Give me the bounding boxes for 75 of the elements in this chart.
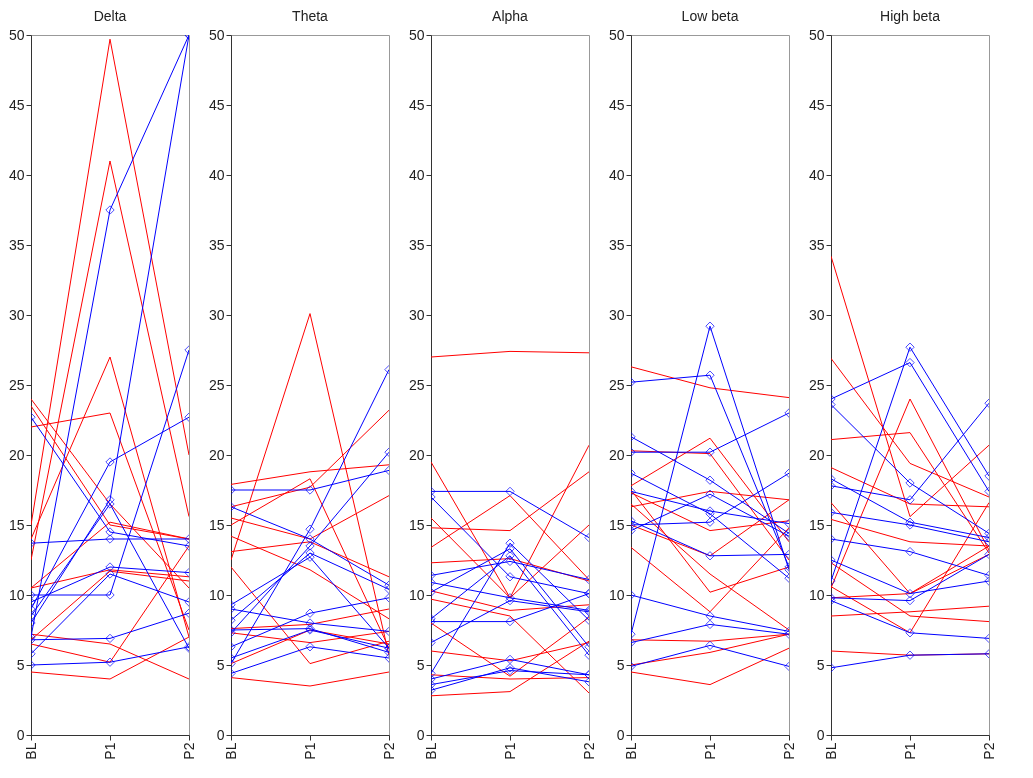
- y-tick-label: 10: [408, 586, 425, 603]
- y-tick-label: 10: [208, 586, 225, 603]
- y-tick-label: 5: [416, 656, 425, 673]
- y-tick-label: 25: [8, 376, 25, 393]
- y-tick-label: 45: [208, 96, 225, 113]
- x-tick-label: P1: [501, 742, 518, 760]
- y-tick-label: 25: [608, 376, 625, 393]
- y-tick-label: 50: [408, 26, 425, 43]
- y-tick-label: 5: [616, 656, 625, 673]
- y-tick-label: 40: [808, 166, 825, 183]
- chart-title: Theta: [292, 8, 329, 24]
- y-tick-label: 10: [808, 586, 825, 603]
- y-tick-label: 15: [8, 516, 25, 533]
- x-tick-label: P1: [701, 742, 718, 760]
- chart-title: Low beta: [681, 8, 739, 24]
- y-tick-label: 30: [608, 306, 625, 323]
- y-tick-label: 0: [216, 726, 225, 743]
- y-tick-label: 50: [208, 26, 225, 43]
- chart-title: Delta: [93, 8, 127, 24]
- x-tick-label: P2: [180, 742, 197, 760]
- y-tick-label: 40: [8, 166, 25, 183]
- x-tick-label: P1: [101, 742, 118, 760]
- y-tick-label: 0: [16, 726, 25, 743]
- x-tick-label: BL: [822, 742, 839, 760]
- y-tick-label: 35: [8, 236, 25, 253]
- x-tick-label: P2: [380, 742, 397, 760]
- y-tick-label: 35: [608, 236, 625, 253]
- y-tick-label: 50: [808, 26, 825, 43]
- y-tick-label: 20: [208, 446, 225, 463]
- y-tick-label: 45: [408, 96, 425, 113]
- y-tick-label: 15: [408, 516, 425, 533]
- y-tick-label: 45: [8, 96, 25, 113]
- x-tick-label: BL: [22, 742, 39, 760]
- y-tick-label: 30: [208, 306, 225, 323]
- y-tick-label: 25: [408, 376, 425, 393]
- y-tick-label: 40: [408, 166, 425, 183]
- chart-title: High beta: [880, 8, 941, 24]
- y-tick-label: 15: [808, 516, 825, 533]
- x-tick-label: P2: [580, 742, 597, 760]
- x-tick-label: P1: [301, 742, 318, 760]
- y-tick-label: 0: [416, 726, 425, 743]
- y-tick-label: 5: [216, 656, 225, 673]
- y-tick-label: 40: [208, 166, 225, 183]
- y-tick-label: 5: [816, 656, 825, 673]
- x-tick-label: BL: [222, 742, 239, 760]
- y-tick-label: 35: [208, 236, 225, 253]
- y-tick-label: 30: [808, 306, 825, 323]
- y-tick-label: 25: [208, 376, 225, 393]
- x-tick-label: BL: [422, 742, 439, 760]
- y-tick-label: 35: [808, 236, 825, 253]
- y-tick-label: 0: [816, 726, 825, 743]
- y-tick-label: 20: [608, 446, 625, 463]
- x-tick-label: P2: [980, 742, 997, 760]
- y-tick-label: 40: [608, 166, 625, 183]
- y-tick-label: 30: [408, 306, 425, 323]
- y-tick-label: 15: [608, 516, 625, 533]
- y-tick-label: 15: [208, 516, 225, 533]
- y-tick-label: 50: [608, 26, 625, 43]
- y-tick-label: 45: [608, 96, 625, 113]
- y-tick-label: 50: [8, 26, 25, 43]
- x-tick-label: P1: [901, 742, 918, 760]
- x-tick-label: P2: [780, 742, 797, 760]
- y-tick-label: 10: [8, 586, 25, 603]
- chart-title: Alpha: [492, 8, 529, 24]
- y-tick-label: 35: [408, 236, 425, 253]
- x-tick-label: BL: [622, 742, 639, 760]
- y-tick-label: 25: [808, 376, 825, 393]
- y-tick-label: 20: [808, 446, 825, 463]
- y-tick-label: 10: [608, 586, 625, 603]
- y-tick-label: 0: [616, 726, 625, 743]
- y-tick-label: 5: [16, 656, 25, 673]
- y-tick-label: 20: [408, 446, 425, 463]
- y-tick-label: 45: [808, 96, 825, 113]
- y-tick-label: 20: [8, 446, 25, 463]
- y-tick-label: 30: [8, 306, 25, 323]
